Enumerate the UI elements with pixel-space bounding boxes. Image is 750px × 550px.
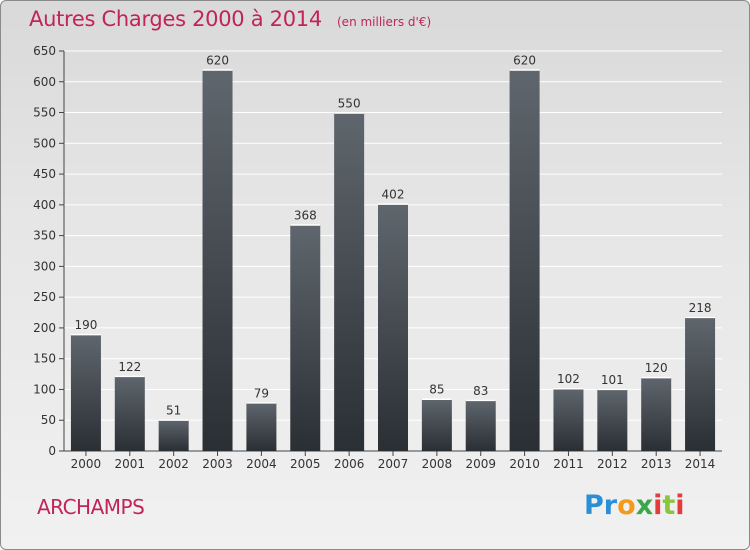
value-label-2001: 122	[118, 360, 141, 374]
x-tick-label-2012: 2012	[597, 457, 628, 471]
y-tick-label: 250	[33, 290, 56, 304]
bar-2008	[421, 398, 452, 451]
commune-name: ARCHAMPS	[37, 495, 145, 519]
bar-2003	[202, 69, 233, 451]
bar-2010	[509, 69, 540, 451]
bars	[70, 69, 716, 452]
value-label-2004: 79	[254, 386, 269, 400]
value-label-2002: 51	[166, 404, 181, 418]
value-label-2000: 190	[74, 318, 97, 332]
bar-2009	[465, 399, 496, 451]
y-tick-label: 600	[33, 75, 56, 89]
x-tick-label-2014: 2014	[685, 457, 716, 471]
y-tick-label: 350	[33, 229, 56, 243]
y-tick-label: 650	[33, 44, 56, 58]
value-label-2013: 120	[645, 361, 668, 375]
y-tick-label: 500	[33, 136, 56, 150]
x-tick-label-2001: 2001	[115, 457, 146, 471]
x-tick-label-2011: 2011	[553, 457, 584, 471]
y-tick-label: 0	[48, 444, 56, 458]
value-label-2014: 218	[689, 301, 712, 315]
x-tick-label-2003: 2003	[202, 457, 233, 471]
bar-2000	[70, 334, 101, 451]
y-tick-label: 450	[33, 167, 56, 181]
chart-unit: (en milliers d'€)	[337, 15, 432, 29]
bar-2004	[246, 402, 277, 451]
bar-2002	[158, 419, 189, 451]
y-tick-label: 200	[33, 321, 56, 335]
title-block: Autres Charges 2000 à 2014 (en milliers …	[29, 7, 431, 31]
x-tick-label-2005: 2005	[290, 457, 321, 471]
y-tick-label: 150	[33, 352, 56, 366]
value-label-2003: 620	[206, 53, 229, 67]
x-tick-label-2013: 2013	[641, 457, 672, 471]
x-tick-label-2010: 2010	[509, 457, 540, 471]
y-tick-label: 400	[33, 198, 56, 212]
bar-2005	[290, 224, 321, 451]
bar-2011	[553, 388, 584, 451]
y-tick-label: 100	[33, 382, 56, 396]
y-tick-label: 550	[33, 106, 56, 120]
value-label-2010: 620	[513, 53, 536, 67]
y-tick-label: 300	[33, 259, 56, 273]
x-tick-label-2009: 2009	[465, 457, 496, 471]
value-label-2008: 85	[429, 383, 444, 397]
bar-2013	[641, 377, 672, 451]
bar-2014	[685, 316, 716, 451]
bar-2006	[334, 112, 365, 452]
chart-title: Autres Charges 2000 à 2014	[29, 7, 322, 31]
x-tick-label-2000: 2000	[71, 457, 102, 471]
value-label-2006: 550	[338, 97, 361, 111]
x-tick-label-2006: 2006	[334, 457, 365, 471]
bar-2007	[378, 203, 408, 451]
value-label-2005: 368	[294, 209, 317, 223]
y-tick-label: 50	[41, 413, 56, 427]
value-label-2012: 101	[601, 373, 624, 387]
x-tick-label-2002: 2002	[158, 457, 189, 471]
labels: 0 50 100 150 200 250 300 350 400 450 500 550 600 650 1…	[33, 44, 715, 471]
x-tick-label-2007: 2007	[378, 457, 409, 471]
bar-2001	[114, 375, 145, 451]
proxiti-logo: Proxiti	[584, 490, 685, 521]
x-tick-label-2004: 2004	[246, 457, 277, 471]
value-label-2011: 102	[557, 372, 580, 386]
bar-2012	[597, 388, 628, 451]
x-tick-label-2008: 2008	[422, 457, 453, 471]
value-label-2009: 83	[473, 384, 488, 398]
value-label-2007: 402	[382, 188, 405, 202]
